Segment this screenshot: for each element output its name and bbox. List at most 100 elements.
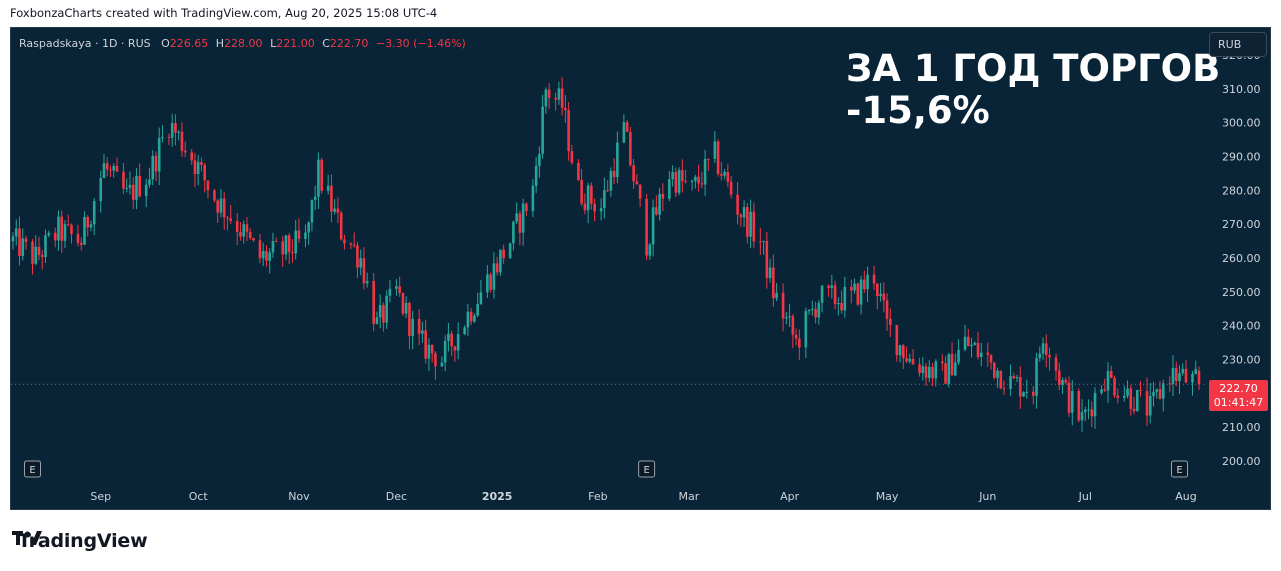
candle-body [557, 88, 561, 100]
candle-body [531, 185, 535, 211]
candle-body [1152, 391, 1155, 396]
candle-body [1044, 343, 1048, 356]
chart-attribution: FoxbonzaCharts created with TradingView.… [10, 6, 438, 20]
candle-body [944, 363, 947, 384]
candle-body [1106, 371, 1110, 391]
candle-body [40, 255, 44, 258]
candle-body [1129, 388, 1133, 409]
candle-body [385, 295, 388, 323]
ohlc-legend: Raspadskaya · 1D · RUS O226.65 H228.00 L… [19, 37, 466, 50]
candle-body [203, 164, 207, 181]
candle-body [921, 366, 925, 374]
candle-body [512, 221, 515, 244]
candle-body [86, 217, 90, 228]
candle-body [954, 362, 957, 376]
earnings-marker-label: E [29, 465, 35, 476]
candle-body [599, 208, 603, 212]
candle-body [635, 181, 639, 185]
candle-body [417, 318, 421, 334]
candle-body [307, 222, 310, 233]
candle-body [479, 292, 483, 305]
candle-body [966, 336, 970, 347]
y-tick-label: 250.00 [1222, 286, 1261, 299]
legend-low-value: 221.00 [276, 37, 315, 50]
candle-body [905, 358, 908, 362]
candle-body [658, 193, 661, 215]
candle-body [174, 123, 177, 133]
candle-body [1139, 389, 1142, 392]
candle-body [603, 190, 606, 209]
y-tick-label: 210.00 [1222, 421, 1261, 434]
candle-body [570, 151, 574, 163]
candle-body [200, 162, 203, 165]
candle-body [1161, 383, 1165, 399]
last-price-tag: 222.70 01:41:47 [1209, 380, 1268, 411]
candle-body [859, 279, 863, 305]
candle-body [349, 243, 353, 245]
earnings-marker-icon [638, 460, 656, 478]
candle-body [752, 211, 756, 242]
x-tick-label: Nov [288, 490, 310, 503]
footer-brand[interactable]: TradingView [12, 530, 148, 552]
y-tick-label: 260.00 [1222, 252, 1261, 265]
candle-body [333, 208, 336, 212]
candle-body [128, 184, 132, 188]
candle-body [294, 230, 297, 254]
candle-body [534, 165, 538, 186]
candle-body [372, 280, 375, 324]
candle-body [450, 333, 453, 347]
x-tick-label: Jun [978, 490, 996, 503]
candle-body [196, 162, 200, 174]
candle-body [742, 207, 746, 218]
candle-body [284, 235, 288, 255]
currency-badge[interactable]: RUB [1209, 32, 1267, 57]
candle-body [1015, 377, 1019, 379]
candle-body [336, 208, 340, 213]
candle-body [879, 293, 882, 297]
candle-body [1002, 388, 1006, 390]
candle-body [1145, 391, 1149, 416]
legend-open-value: 226.65 [169, 37, 209, 50]
candle-body [326, 185, 330, 191]
candle-body [456, 334, 460, 351]
candle-body [1012, 376, 1016, 379]
candle-body [697, 176, 700, 184]
candle-body [193, 160, 197, 174]
candle-body [216, 200, 220, 213]
y-tick-label: 230.00 [1222, 354, 1261, 367]
legend-high-label: H [215, 37, 225, 50]
candle-body [1178, 373, 1181, 381]
chart-frame[interactable]: 200.00210.00220.00230.00240.00250.00260.… [10, 27, 1271, 510]
footer-brand-name: TradingView [18, 530, 148, 552]
candle-body [1168, 383, 1172, 385]
candle-body [190, 152, 194, 161]
candle-body [430, 344, 434, 354]
candle-body [245, 224, 249, 232]
legend-symbol: Raspadskaya · 1D · RUS [19, 37, 151, 50]
candle-body [1022, 392, 1025, 397]
candle-body [1113, 377, 1116, 396]
candle-body [947, 354, 951, 384]
candle-body [554, 97, 557, 100]
candle-body [1191, 373, 1194, 383]
candle-body [885, 300, 889, 319]
candle-body [443, 341, 447, 363]
candle-body [882, 293, 886, 301]
annotation-text: ЗА 1 ГОД ТОРГОВ -15,6% [846, 48, 1220, 132]
candle-body [356, 245, 359, 268]
candle-body [92, 201, 96, 225]
candle-body [820, 285, 824, 303]
candle-body [151, 155, 155, 180]
candle-body [1064, 380, 1068, 383]
x-tick-label: Sep [90, 490, 111, 503]
candle-body [115, 165, 119, 172]
candlestick-chart[interactable]: 200.00210.00220.00230.00240.00250.00260.… [11, 28, 1270, 509]
candle-body [1038, 353, 1042, 359]
candle-body [577, 162, 580, 181]
candle-body [206, 180, 210, 191]
candle-body [499, 249, 502, 273]
candle-body [720, 173, 723, 176]
candle-body [138, 175, 142, 197]
candle-body [564, 107, 567, 111]
candle-body [213, 190, 216, 201]
